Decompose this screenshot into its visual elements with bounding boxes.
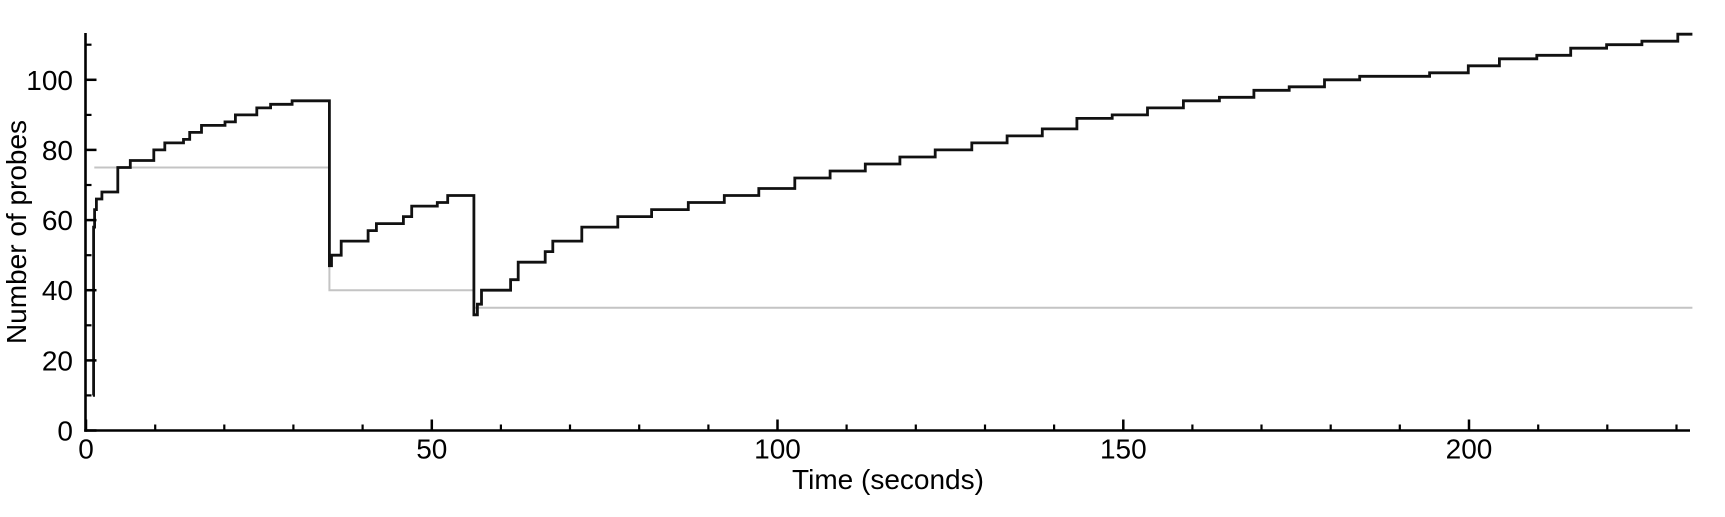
x-axis-title: Time (seconds) bbox=[792, 464, 984, 495]
y-axis-title: Number of probes bbox=[1, 120, 32, 344]
x-tick-label: 150 bbox=[1100, 434, 1147, 465]
x-tick-label: 0 bbox=[78, 434, 94, 465]
y-tick-label: 40 bbox=[42, 275, 73, 306]
number-of-probes-path bbox=[92, 32, 1693, 397]
probes-series-line bbox=[92, 32, 1693, 397]
reference-level-path bbox=[94, 166, 1693, 309]
x-tick-label: 50 bbox=[416, 434, 447, 465]
y-tick-label: 80 bbox=[42, 135, 73, 166]
y-tick-label: 60 bbox=[42, 205, 73, 236]
reference-level-line bbox=[94, 166, 1693, 309]
y-tick-label: 100 bbox=[26, 65, 73, 96]
y-axis: 0 20 40 60 80 100 bbox=[26, 33, 97, 447]
x-axis: 0 50 100 150 200 bbox=[78, 419, 1690, 465]
x-tick-label: 200 bbox=[1446, 434, 1493, 465]
x-tick-label: 100 bbox=[754, 434, 801, 465]
y-tick-label: 20 bbox=[42, 345, 73, 376]
y-tick-label: 0 bbox=[57, 416, 73, 447]
